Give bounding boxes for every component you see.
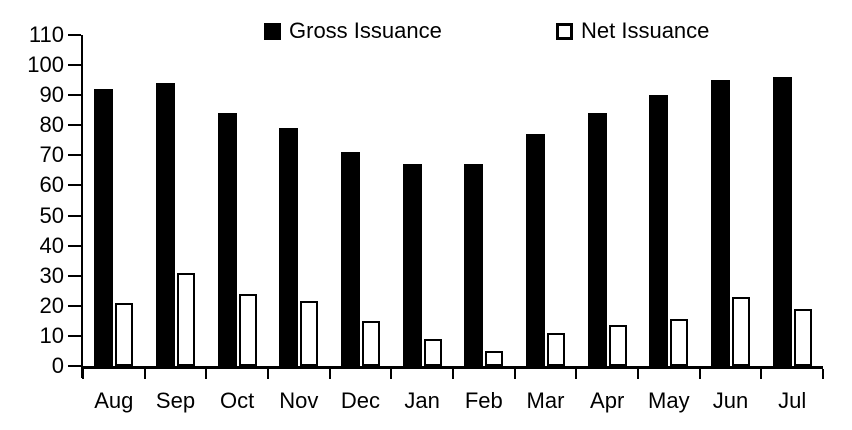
x-axis-tick-7 [513,369,516,379]
net-issuance-swatch-icon [556,22,573,40]
y-tick-label-110: 110 [28,22,64,47]
bar-net-sep [177,272,195,366]
y-tick-label-90: 90 [39,82,64,108]
y-axis-tick-90 [68,94,81,97]
bar-gross-aug [94,89,114,366]
y-axis-tick-60 [68,184,81,187]
x-axis-tick-11 [760,369,763,379]
bar-gross-jun [711,80,730,366]
x-axis-line [81,366,823,369]
bar-net-apr [608,325,627,366]
x-tick-label-nov: Nov [279,388,319,413]
x-tick-label-jan: Jan [404,388,440,413]
y-axis-tick-40 [68,244,81,247]
bar-gross-dec [341,152,360,366]
bar-net-jan [423,338,442,366]
x-axis-tick-12 [822,369,824,379]
y-tick-label-80: 80 [39,112,64,138]
y-axis-tick-100 [68,64,81,67]
bar-gross-apr [587,113,607,366]
y-tick-label-20: 20 [39,292,64,318]
x-axis-tick-5 [390,369,393,379]
x-tick-label-mar: Mar [526,388,565,413]
gross-issuance-swatch-icon [264,22,281,40]
x-tick-label-feb: Feb [464,388,503,413]
bar-net-aug [115,302,134,366]
legend-label-gross-issuance: Gross Issuance [289,18,442,43]
x-axis-tick-8 [575,369,578,379]
x-axis-tick-10 [698,369,701,379]
plot-area: 0 10 20 30 40 50 60 70 80 90 100 110 Aug Sep Oct Nov Dec… [27,22,824,413]
bar-net-nov [300,301,319,366]
bar-net-feb [485,350,504,366]
y-axis-tick-70 [68,154,81,157]
bar-gross-jan [402,164,422,366]
bar-gross-mar [526,134,545,366]
y-axis-line [81,35,83,378]
y-tick-label-100: 100 [27,52,64,78]
x-axis-tick-9 [637,369,639,379]
legend-label-net-issuance: Net Issuance [581,18,710,43]
x-tick-label-dec: Dec [340,388,381,413]
x-axis-tick-2 [205,369,208,379]
bar-gross-oct [217,113,237,366]
y-tick-label-10: 10 [39,322,64,348]
y-axis-tick-110 [68,34,81,36]
legend-item-gross-issuance: Gross Issuance [264,14,442,48]
bar-gross-may [649,95,669,366]
y-tick-label-50: 50 [39,202,64,228]
bar-net-jun [732,296,750,366]
bar-gross-feb [464,164,484,366]
x-axis-tick-4 [328,369,331,379]
bar-gross-jul [772,77,792,366]
y-tick-label-40: 40 [39,232,64,258]
bar-net-may [670,319,689,366]
x-tick-label-jul: Jul [778,388,807,413]
bar-net-oct [238,293,257,366]
y-tick-label-60: 60 [39,172,64,198]
y-axis-tick-50 [68,214,81,217]
x-tick-label-sep: Sep [155,388,196,413]
y-axis-tick-30 [68,274,81,277]
y-axis-tick-20 [68,304,81,307]
x-tick-label-may: May [648,388,690,413]
x-tick-label-apr: Apr [590,388,625,413]
x-axis-tick-1 [143,369,146,379]
bar-gross-sep [156,83,175,366]
x-axis-tick-0 [82,369,84,379]
y-tick-label-30: 30 [39,262,64,288]
y-axis-tick-10 [68,334,81,337]
y-axis-tick-0 [68,365,81,367]
x-axis-tick-3 [267,369,269,379]
y-axis-tick-80 [68,124,81,127]
y-tick-label-70: 70 [39,142,64,168]
legend-item-net-issuance: Net Issuance [556,14,709,48]
bar-net-dec [362,320,380,366]
x-axis-tick-6 [452,369,454,379]
x-tick-label-oct: Oct [220,388,255,413]
bar-net-mar [547,332,565,366]
bar-gross-nov [279,128,299,366]
x-tick-label-aug: Aug [94,388,134,413]
bar-net-jul [793,308,812,366]
y-tick-label-0: 0 [51,353,64,378]
x-tick-label-jun: Jun [712,388,749,413]
